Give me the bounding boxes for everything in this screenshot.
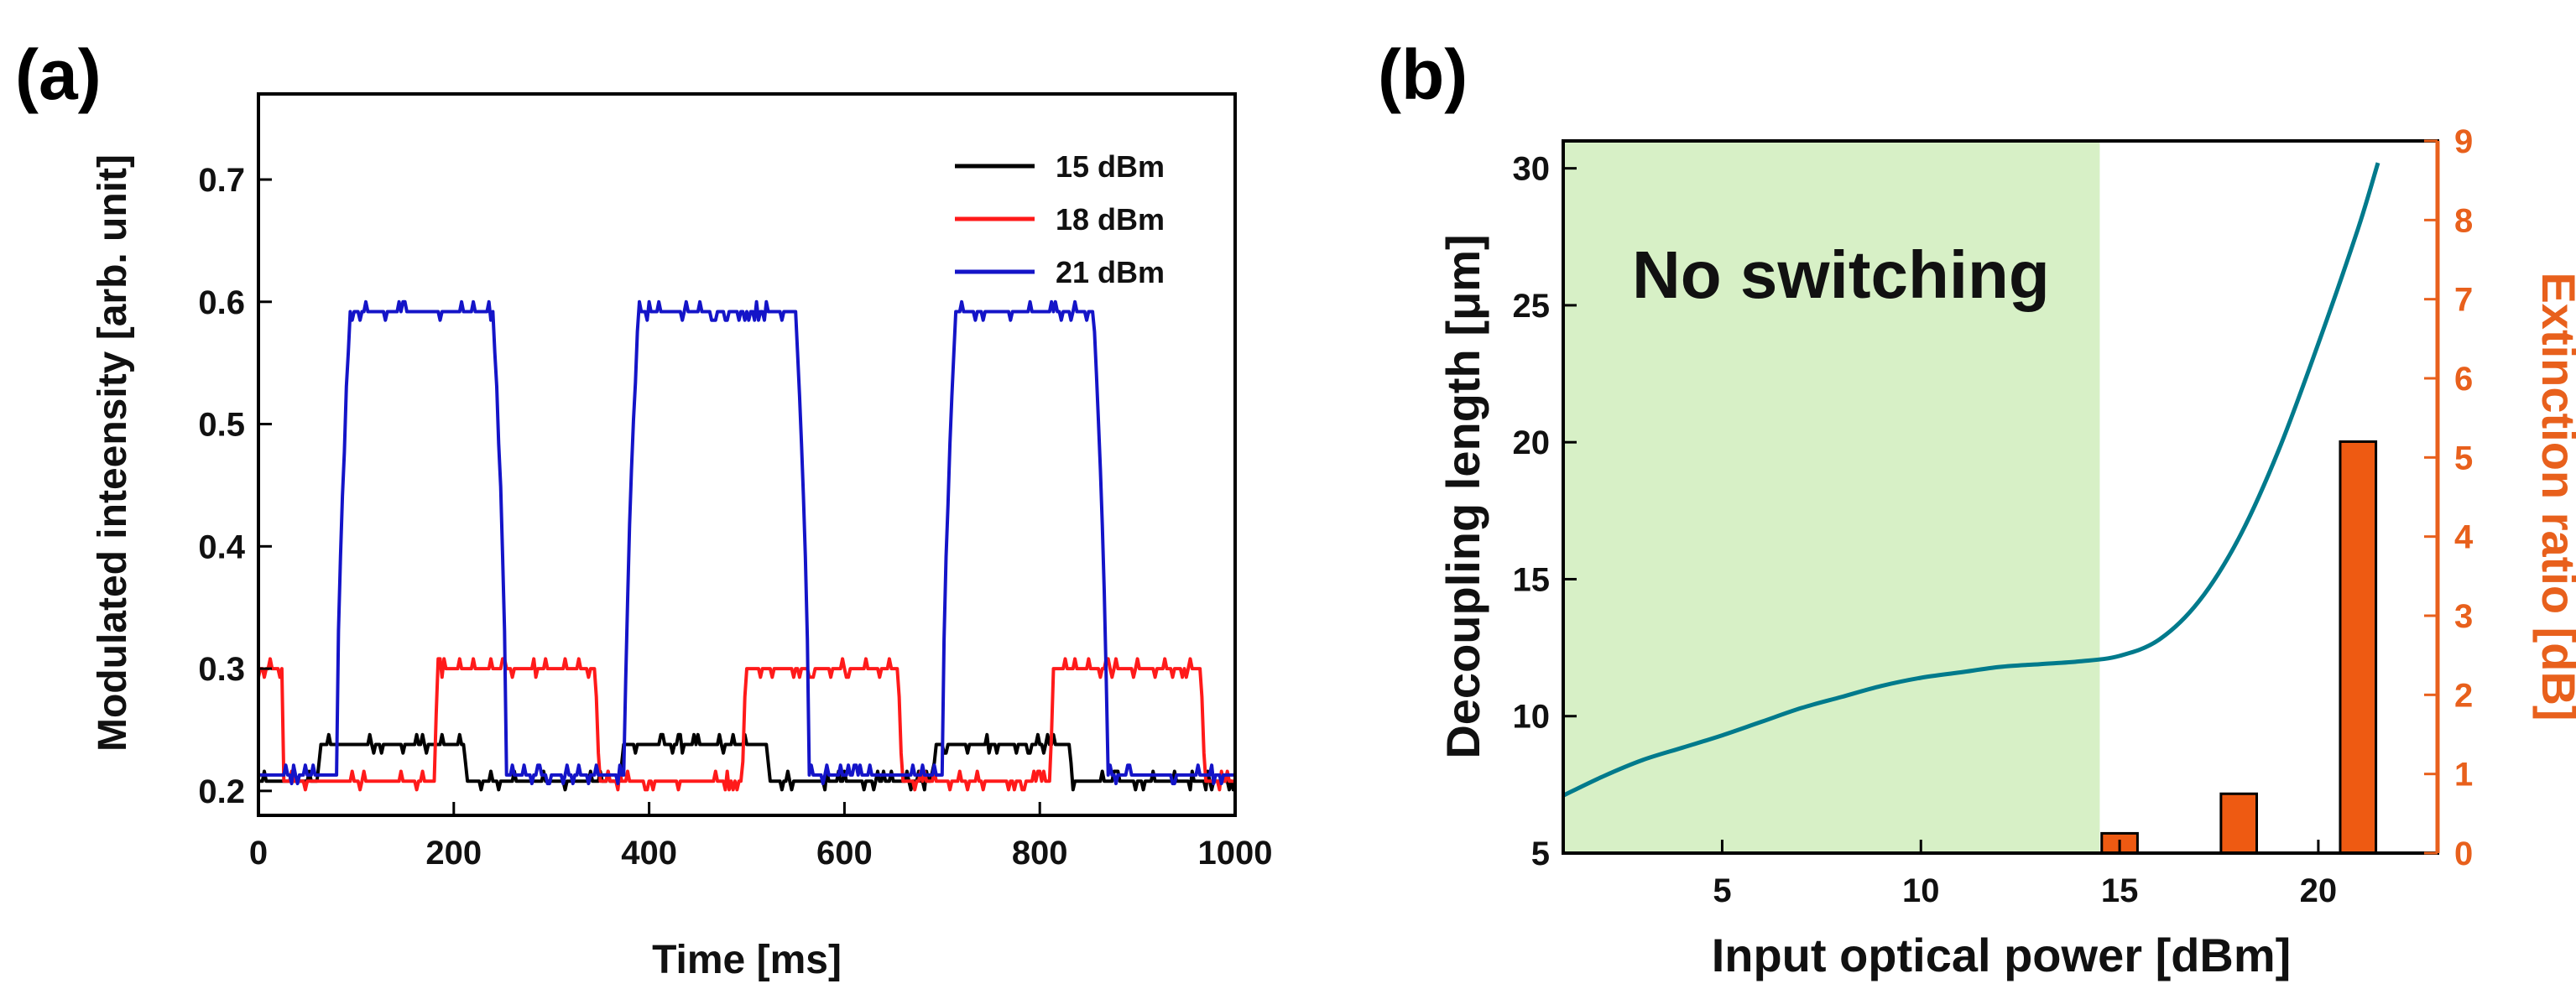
chart-b-y-axis-title: Decoupling length [μm] [1437,234,1489,758]
panel-label-b: (b) [1378,35,1468,114]
chart-a-y-tick-label: 0.3 [198,651,245,688]
chart-a-legend-label: 15 dBm [1056,149,1165,184]
chart-a-x-tick-label: 400 [621,835,677,872]
chart-a: 0 200 400 600 800 1000 0.2 0.3 0.4 0.5 0.6 0.7 15 d… [91,92,1272,982]
chart-a-ticks: 0 200 400 600 800 1000 0.2 0.3 0.4 0.5 0.6 0.7 [198,162,1272,872]
chart-b-right-tick-label: 2 [2454,677,2473,714]
chart-b-y-tick-label: 10 [1513,699,1551,736]
chart-b-x-tick-label: 20 [2300,872,2338,909]
chart-a-x-axis-title: Time [ms] [652,938,842,982]
chart-a-series-line [258,299,1235,786]
chart-a-legend-label: 21 dBm [1056,255,1165,289]
chart-a-x-tick-label: 1000 [1198,835,1273,872]
chart-b-bars [2100,440,2378,855]
chart-a-plot-frame [257,92,1237,817]
chart-b-ticks: 5 10 15 20 5 10 15 20 25 30 0 1 2 3 4 5 6 7 8 9 [1513,123,2474,909]
chart-b-right-tick-label: 7 [2454,282,2473,319]
chart-b-y-tick-label: 15 [1513,561,1551,598]
chart-a-y-tick-label: 0.5 [198,407,245,444]
chart-a-y-axis-title: Modulated inteensity [arb. unit] [91,154,135,752]
chart-b-y-tick-label: 5 [1531,835,1550,872]
chart-b-right-tick-label: 6 [2454,361,2473,398]
chart-b-right-tick-label: 3 [2454,598,2473,635]
chart-a-x-tick-label: 800 [1012,835,1068,872]
chart-a-y-tick-label: 0.2 [198,773,245,810]
chart-a-series-line [258,732,1237,792]
chart-a-x-tick-label: 200 [425,835,482,872]
chart-b-no-switching-region [1563,141,2100,853]
chart-a-x-tick-label: 0 [249,835,268,872]
chart-b-right-tick-label: 4 [2454,519,2474,556]
chart-b-y-tick-label: 25 [1513,288,1551,325]
panel-label-a: (a) [15,35,102,114]
chart-a-y-tick-label: 0.7 [198,162,245,199]
chart-b-x-tick-label: 5 [1713,872,1731,909]
chart-b-x-axis-title: Input optical power [dBm] [1712,929,2292,981]
chart-b-right-tick-label: 5 [2454,440,2473,476]
chart-b: No switching 5 10 15 20 5 10 15 20 25 30 0 1 2 3 4 5 6 7 8… [1437,123,2576,981]
chart-a-y-tick-label: 0.6 [198,284,245,321]
chart-b-right-tick-label: 0 [2454,835,2473,872]
chart-b-y-tick-label: 20 [1513,424,1551,461]
chart-a-legend-label: 18 dBm [1056,202,1165,237]
chart-a-series-line [257,657,1235,792]
chart-b-x-tick-label: 10 [1902,872,1940,909]
chart-a-y-tick-label: 0.4 [198,528,245,565]
chart-b-right-tick-label: 8 [2454,202,2473,239]
chart-b-bar [2339,440,2378,855]
chart-a-x-tick-label: 600 [816,835,873,872]
chart-b-y-tick-label: 30 [1513,151,1551,188]
chart-b-right-tick-label: 9 [2454,123,2473,160]
chart-b-decoupling-line [1562,162,2380,798]
chart-b-right-tick-label: 1 [2454,757,2473,794]
chart-a-series [257,299,1237,792]
chart-b-x-tick-label: 15 [2101,872,2139,909]
chart-b-right-axis-title: Extinction ratio [dB] [2532,272,2576,721]
chart-b-bar [2219,792,2258,855]
chart-b-region-label: No switching [1632,237,2050,312]
chart-a-legend: 15 dBm 18 dBm 21 dBm [955,149,1165,289]
